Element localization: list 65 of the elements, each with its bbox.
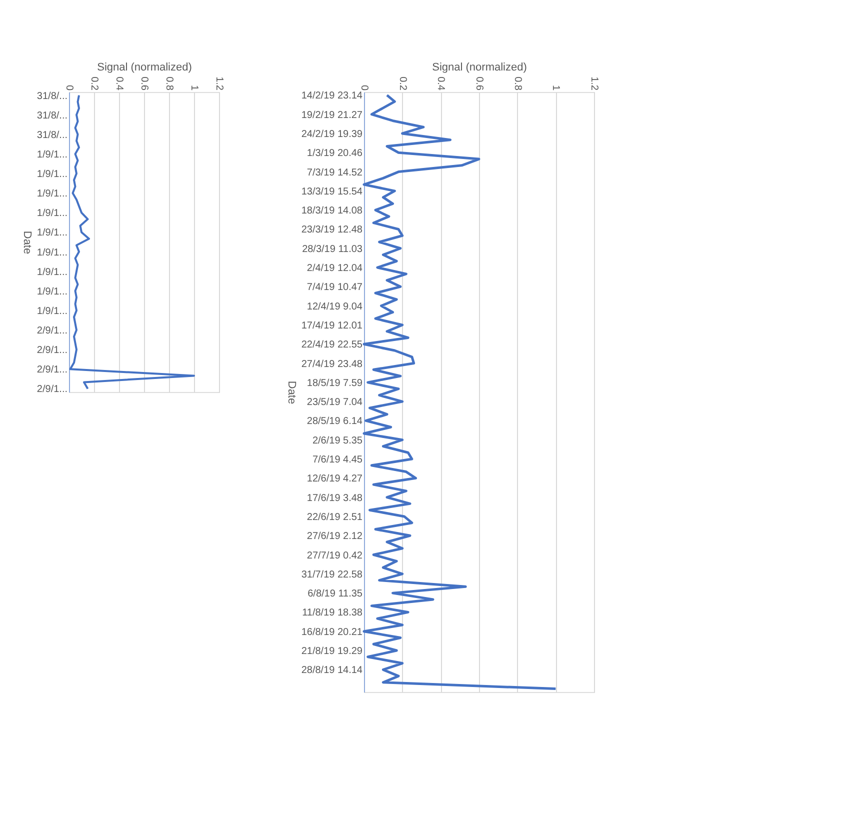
y-tick-label: 1/9/1...: [36, 169, 68, 180]
y-tick-label: 1/9/1...: [36, 247, 68, 258]
y-tick-label: 13/3/19 15.54: [301, 186, 363, 198]
y-tick-label: 31/8/...: [36, 90, 68, 102]
y-tick-label: 12/6/19 4.27: [306, 474, 363, 485]
y-tick-label: 23/3/19 12.48: [301, 224, 363, 236]
y-tick-label: 31/7/19 22.58: [301, 569, 363, 580]
y-tick-label: 6/8/19 11.35: [308, 588, 363, 600]
y-tick-label: 12/4/19 9.04: [306, 301, 363, 312]
y-tick-label: 2/9/1...: [36, 364, 68, 376]
x-tick-label: 0.4: [114, 76, 124, 91]
y-tick-label: 11/8/19 18.38: [302, 608, 363, 619]
y-tick-label: 2/9/1...: [36, 345, 68, 356]
y-tick-label: 1/3/19 20.46: [306, 148, 363, 160]
y-tick-label: 1/9/1...: [36, 208, 68, 220]
y-tick-label: 7/3/19 14.52: [306, 167, 363, 178]
y-tick-label: 1/9/1...: [36, 228, 68, 239]
y-tick-label: 27/6/19 2.12: [306, 531, 363, 542]
x-axis-title: Signal (normalized): [432, 62, 527, 74]
x-tick-label: 0.2: [88, 76, 100, 91]
x-tick-label: 0.6: [138, 76, 150, 91]
x-axis-title: Signal (normalized): [97, 62, 192, 74]
x-tick-label: 0.8: [164, 76, 174, 91]
x-tick-label: 1: [188, 84, 200, 91]
y-tick-label: 2/6/19 5.35: [312, 435, 363, 446]
y-tick-label: 21/8/19 19.29: [301, 646, 363, 658]
x-tick-label: 1.2: [588, 76, 600, 91]
y-tick-label: 23/5/19 7.04: [306, 397, 363, 408]
y-tick-label: 7/4/19 10.47: [306, 282, 363, 294]
y-tick-label: 1/9/1...: [36, 188, 68, 200]
y-tick-label: 2/9/1...: [36, 384, 68, 396]
y-axis-title: Date: [20, 230, 33, 254]
y-tick-label: 1/9/1...: [36, 266, 68, 278]
y-tick-label: 14/2/19 23.14: [301, 90, 363, 102]
y-tick-label: 18/5/19 7.59: [306, 378, 363, 389]
x-tick-label: 0.4: [435, 76, 446, 91]
y-tick-label: 17/4/19 12.01: [301, 320, 363, 332]
y-tick-label: 27/7/19 0.42: [306, 550, 363, 562]
y-tick-label: 16/8/19 20.21: [301, 626, 363, 638]
y-tick-label: 2/9/1...: [36, 326, 68, 337]
y-tick-label: 1/9/1...: [36, 149, 68, 160]
x-tick-label: 0.8: [512, 76, 523, 91]
y-axis-title: Date: [285, 380, 298, 404]
y-tick-label: 31/8/...: [36, 110, 68, 122]
y-tick-label: 19/2/19 21.27: [301, 110, 363, 121]
x-tick-label: 0: [64, 84, 74, 91]
x-tick-label: 0: [358, 84, 370, 91]
y-tick-label: 2/4/19 12.04: [306, 263, 363, 274]
y-tick-label: 7/6/19 4.45: [312, 454, 363, 466]
x-tick-label: 1: [550, 84, 562, 91]
y-tick-label: 1/9/1...: [36, 306, 68, 317]
x-tick-label: 0.2: [396, 76, 408, 91]
y-tick-label: 28/8/19 14.14: [301, 665, 363, 676]
y-tick-label: 1/9/1...: [36, 286, 68, 298]
y-tick-label: 22/4/19 22.55: [301, 340, 363, 351]
y-tick-label: 27/4/19 23.48: [301, 358, 363, 370]
x-tick-label: 0.6: [474, 76, 484, 91]
y-tick-label: 17/6/19 3.48: [306, 492, 363, 504]
y-tick-label: 22/6/19 2.51: [306, 512, 363, 523]
y-tick-label: 24/2/19 19.39: [301, 128, 363, 140]
y-tick-label: 28/3/19 11.03: [302, 244, 363, 255]
x-tick-label: 1.2: [214, 76, 224, 91]
y-tick-label: 28/5/19 6.14: [306, 416, 363, 428]
y-tick-label: 31/8/...: [36, 130, 68, 141]
y-tick-label: 18/3/19 14.08: [301, 206, 363, 217]
